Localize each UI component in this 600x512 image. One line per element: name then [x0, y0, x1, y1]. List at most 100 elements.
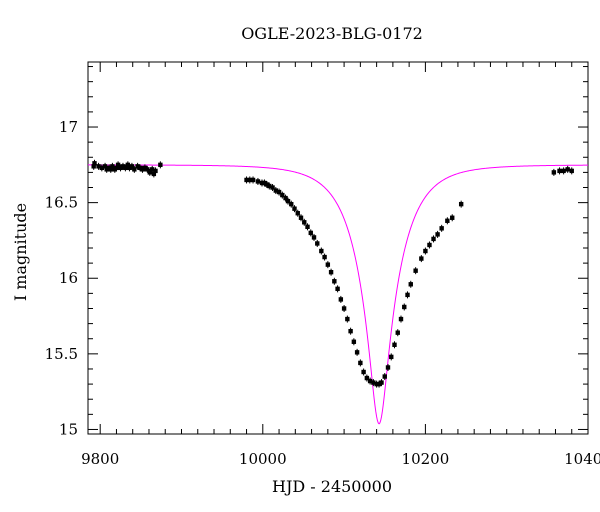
data-point	[345, 316, 350, 322]
data-point	[137, 165, 143, 171]
data-point	[413, 268, 418, 273]
data-point	[247, 177, 252, 183]
data-point	[351, 339, 357, 344]
data-point	[244, 177, 249, 183]
data-point	[267, 183, 272, 189]
data-point	[302, 220, 307, 225]
data-point	[308, 230, 313, 236]
data-point	[102, 164, 108, 169]
data-point	[371, 380, 376, 385]
model-curve	[88, 164, 589, 425]
data-point	[374, 381, 379, 387]
data-point	[283, 195, 288, 201]
data-point	[259, 180, 265, 186]
data-point	[298, 215, 304, 220]
data-point	[458, 201, 464, 207]
data-point	[435, 232, 440, 237]
data-point	[322, 254, 327, 260]
data-point	[557, 168, 562, 174]
data-point	[392, 342, 397, 347]
data-point	[569, 168, 574, 174]
data-point	[367, 378, 373, 384]
data-point	[382, 374, 387, 379]
data-point	[92, 161, 97, 166]
data-point	[153, 168, 158, 174]
data-point	[439, 226, 444, 231]
data-point	[135, 164, 140, 169]
data-point	[398, 316, 404, 322]
data-point	[376, 381, 382, 387]
data-point	[114, 165, 119, 171]
data-points	[91, 159, 574, 388]
data-point	[348, 328, 353, 334]
data-point	[385, 365, 391, 370]
data-point	[379, 380, 384, 385]
x-tick-label: 10400	[564, 450, 600, 468]
plot-frame	[87, 61, 589, 435]
y-tick-label: 17	[59, 118, 78, 136]
data-point	[395, 330, 400, 335]
data-point	[423, 248, 428, 254]
data-point	[285, 198, 291, 204]
data-point	[341, 306, 347, 311]
data-point	[147, 170, 152, 175]
data-point	[250, 177, 256, 183]
chart-title: OGLE-2023-BLG-0172	[241, 24, 423, 43]
x-tick-label: 9800	[81, 450, 119, 468]
y-axis-label: I magnitude	[11, 203, 30, 301]
data-point	[91, 164, 96, 169]
data-point	[419, 256, 424, 261]
data-point	[295, 211, 300, 216]
x-axis-label: HJD - 2450000	[272, 477, 392, 496]
data-point	[270, 185, 275, 190]
data-point	[276, 189, 282, 195]
data-point	[289, 201, 294, 207]
data-point	[325, 262, 331, 267]
data-point	[311, 235, 317, 240]
data-point	[118, 165, 123, 171]
data-point	[132, 167, 137, 172]
data-point	[328, 269, 334, 275]
data-point	[561, 168, 566, 174]
data-point	[129, 164, 135, 169]
data-point	[273, 188, 279, 193]
y-tick-label: 16.5	[45, 194, 78, 212]
data-point	[305, 224, 310, 230]
data-point	[142, 165, 148, 171]
data-point	[125, 162, 131, 168]
data-point	[150, 167, 155, 172]
data-point	[151, 171, 157, 177]
y-tick-label: 15	[59, 420, 78, 438]
data-point	[354, 350, 360, 355]
data-point	[262, 180, 267, 186]
data-point	[96, 164, 101, 169]
data-point	[127, 165, 132, 171]
data-point	[408, 282, 413, 287]
data-point	[123, 165, 128, 171]
data-point	[364, 375, 370, 381]
data-point	[108, 167, 113, 172]
y-tick-label: 15.5	[45, 345, 78, 363]
data-point	[565, 167, 570, 172]
data-point	[140, 167, 145, 172]
data-point	[402, 304, 407, 310]
data-point	[110, 164, 115, 169]
data-point	[332, 279, 337, 284]
data-point	[120, 164, 126, 169]
data-point	[292, 206, 297, 211]
data-point	[315, 241, 320, 246]
y-tick-labels: 15 15.5 16 16.5 17	[45, 118, 78, 438]
data-point	[405, 292, 410, 298]
data-point	[335, 286, 340, 292]
y-tick-label: 16	[59, 269, 78, 287]
x-tick-label: 10000	[239, 450, 287, 468]
tick-marks	[88, 62, 589, 434]
x-tick-label: 10200	[402, 450, 450, 468]
data-point	[115, 162, 121, 168]
data-point	[338, 297, 344, 302]
data-point	[104, 167, 109, 172]
x-tick-labels: 9800 10000 10200 10400	[81, 450, 600, 468]
data-point	[158, 162, 163, 168]
data-point	[264, 182, 270, 187]
